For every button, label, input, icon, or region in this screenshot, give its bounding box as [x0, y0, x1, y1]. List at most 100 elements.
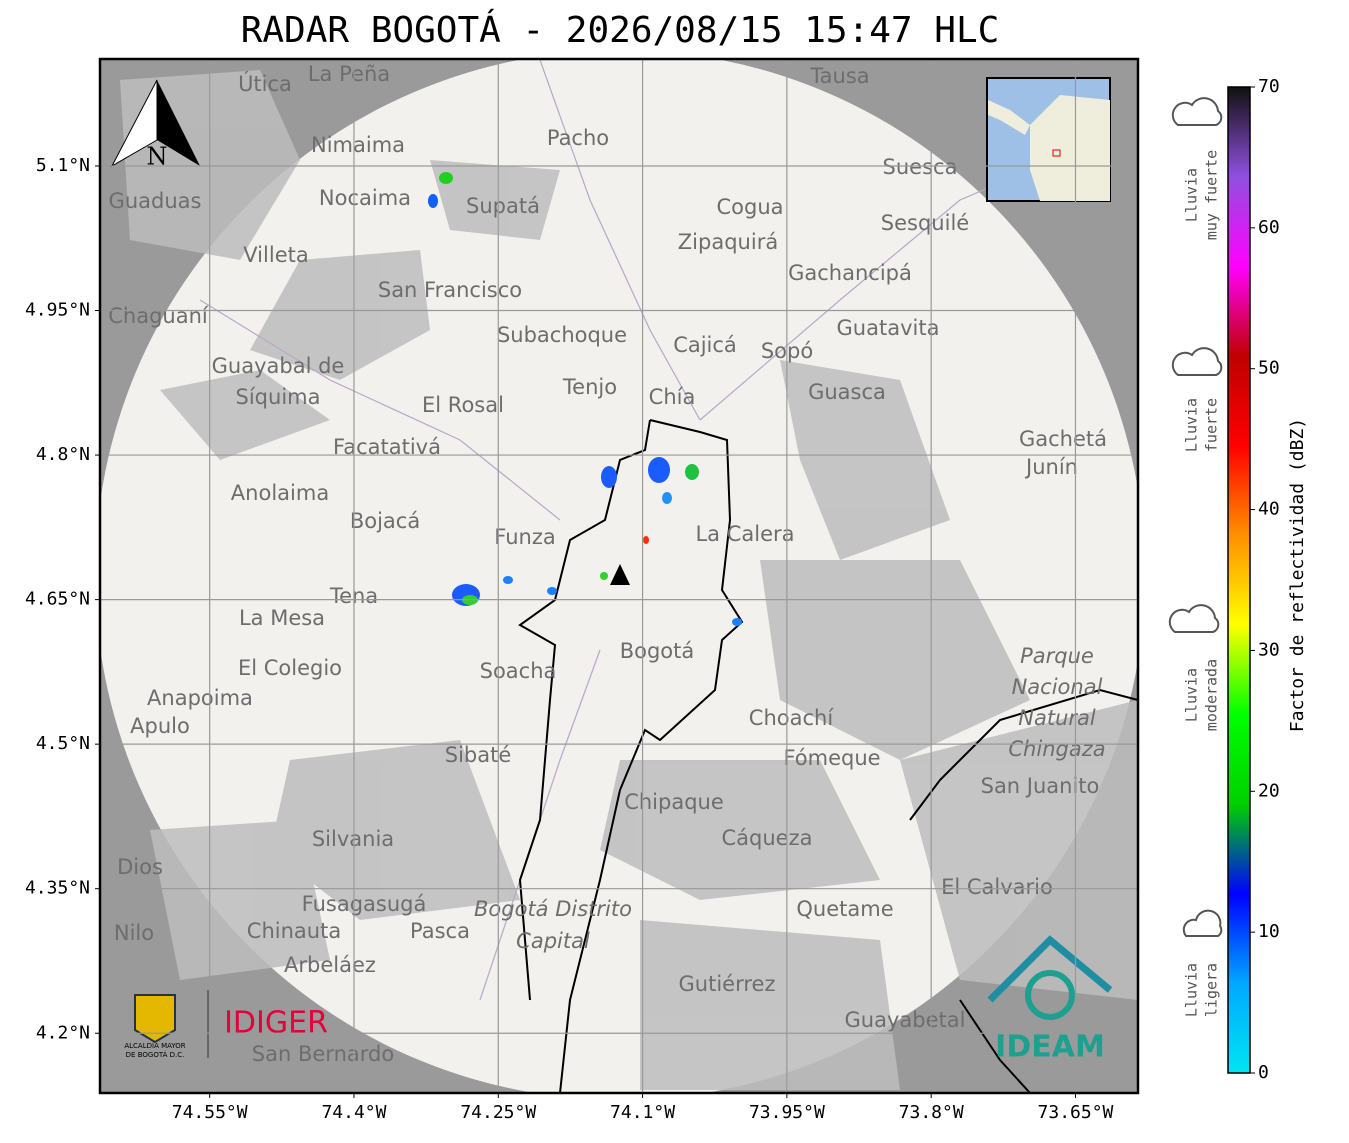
place-label: El Colegio — [238, 656, 342, 680]
x-tick-label: 73.95°W — [749, 1102, 825, 1123]
rain-level-label: moderada — [1203, 659, 1221, 731]
colorbar-tick-label: 20 — [1258, 780, 1280, 801]
place-label: Tausa — [809, 64, 869, 88]
place-label: Guatavita — [837, 316, 940, 340]
inset-map — [986, 77, 1111, 202]
place-label: Útica — [238, 71, 292, 96]
place-label: Dios — [117, 855, 163, 879]
colorbar-scale — [1227, 86, 1251, 1074]
place-label: Guaduas — [109, 189, 202, 213]
colorbar-tick-label: 70 — [1258, 76, 1280, 97]
place-label: Fómeque — [783, 746, 880, 770]
place-label: Nimaima — [311, 133, 405, 157]
axes: 74.55°W 74.4°W 74.25°W 74.1°W 73.95°W 73.8°W 7… — [25, 155, 1114, 1123]
place-label: Soacha — [480, 659, 557, 683]
rain-level-label: Lluvia — [1183, 168, 1201, 222]
colorbar-tick-label: 60 — [1258, 217, 1280, 238]
map: N ALCALDÍA MAYOR DE BOGOTÁ D.C. IDIGER I… — [100, 59, 1138, 1093]
place-label: Bogotá Distrito — [474, 897, 632, 921]
rain-level-label: fuerte — [1203, 398, 1221, 452]
y-tick-label: 5.1°N — [36, 155, 90, 176]
place-label: San Juanito — [981, 774, 1100, 798]
place-label: Chipaque — [624, 790, 724, 814]
place-label: Nacional — [1012, 675, 1103, 699]
x-tick-label: 74.4°W — [321, 1102, 386, 1123]
logo-alcaldia: ALCALDÍA MAYOR DE BOGOTÁ D.C. IDIGER — [124, 990, 328, 1059]
place-label: Gutiérrez — [679, 972, 776, 996]
place-label: La Calera — [695, 522, 794, 546]
place-label: Guayabetal — [845, 1008, 966, 1032]
place-label: Guasca — [808, 380, 886, 404]
place-label: Villeta — [243, 243, 308, 267]
place-label: Anolaima — [231, 481, 329, 505]
place-label: La Mesa — [239, 606, 325, 630]
x-tick-label: 74.55°W — [172, 1102, 248, 1123]
place-label: El Rosal — [422, 393, 504, 417]
place-label: Funza — [494, 525, 555, 549]
logo-text: ALCALDÍA MAYOR — [124, 1041, 185, 1050]
north-arrow: N — [110, 79, 200, 171]
place-label: Arbeláez — [284, 953, 376, 977]
place-label: Cajicá — [673, 333, 737, 357]
place-label: Choachí — [749, 706, 835, 730]
radar-echoes — [428, 172, 742, 626]
chart-title: RADAR BOGOTÁ - 2026/08/15 15:47 HLC — [241, 9, 1000, 51]
x-tick-label: 74.25°W — [460, 1102, 536, 1123]
rain-level-label: Lluvia — [1183, 668, 1201, 722]
y-tick-label: 4.95°N — [25, 300, 90, 321]
place-label: Cáqueza — [722, 826, 813, 850]
y-tick-label: 4.8°N — [36, 444, 90, 465]
logo-idiger: IDIGER — [224, 1006, 328, 1041]
logo-text: DE BOGOTÁ D.C. — [126, 1050, 185, 1059]
colorbar: Factor de reflectividad (dBZ) 0 10 20 30 40 5… — [1227, 76, 1308, 1083]
place-label: Fusagasugá — [302, 892, 427, 916]
place-label: Silvania — [312, 827, 394, 851]
place-label: San Francisco — [378, 278, 522, 302]
x-tick-label: 74.1°W — [610, 1102, 675, 1123]
place-label: Gachetá — [1019, 427, 1107, 451]
radar-site — [610, 564, 630, 585]
place-label: Gachancipá — [788, 261, 912, 285]
x-tick-label: 73.65°W — [1038, 1102, 1114, 1123]
place-label: Tenjo — [562, 375, 617, 399]
place-label: La Peña — [308, 62, 390, 86]
logo-ideam-text: IDEAM — [995, 1030, 1105, 1065]
place-label: Guayabal de — [212, 354, 345, 378]
place-label: Chía — [649, 385, 696, 409]
place-label: Chinauta — [247, 919, 341, 943]
place-label: Sesquilé — [881, 211, 969, 235]
place-label: Anapoima — [147, 686, 253, 710]
y-tick-label: 4.35°N — [25, 878, 90, 899]
place-label: Pasca — [410, 919, 470, 943]
place-label: Chingaza — [1008, 737, 1105, 761]
place-label: Apulo — [130, 714, 190, 738]
map-frame — [98, 57, 1140, 1095]
place-label: Supatá — [466, 194, 540, 218]
place-label: Capital — [516, 929, 590, 953]
district-border — [518, 419, 1138, 1093]
place-label: Quetame — [796, 897, 893, 921]
place-label: Parque — [1020, 644, 1094, 668]
place-label: Suesca — [883, 155, 958, 179]
place-label: Zipaquirá — [678, 230, 778, 254]
y-tick-label: 4.2°N — [36, 1022, 90, 1043]
colorbar-label: Factor de reflectividad (dBZ) — [1287, 418, 1308, 732]
colorbar-tick-label: 40 — [1258, 499, 1280, 520]
place-label: Bojacá — [350, 509, 420, 533]
place-label: Chaguaní — [108, 304, 209, 328]
colorbar-tick-label: 0 — [1258, 1062, 1269, 1083]
place-label: Subachoque — [497, 323, 627, 347]
place-label: Pacho — [547, 126, 609, 150]
place-label: El Calvario — [941, 875, 1053, 899]
grid — [100, 59, 1138, 1093]
y-tick-label: 4.65°N — [25, 589, 90, 610]
colorbar-tick-label: 10 — [1258, 921, 1280, 942]
rain-level-label: ligera — [1203, 963, 1221, 1017]
place-label: Cogua — [716, 195, 783, 219]
y-tick-label: 4.5°N — [36, 733, 90, 754]
place-label: Bogotá — [620, 639, 695, 663]
colorbar-tick-label: 50 — [1258, 358, 1280, 379]
rain-level-label: Lluvia — [1183, 963, 1201, 1017]
